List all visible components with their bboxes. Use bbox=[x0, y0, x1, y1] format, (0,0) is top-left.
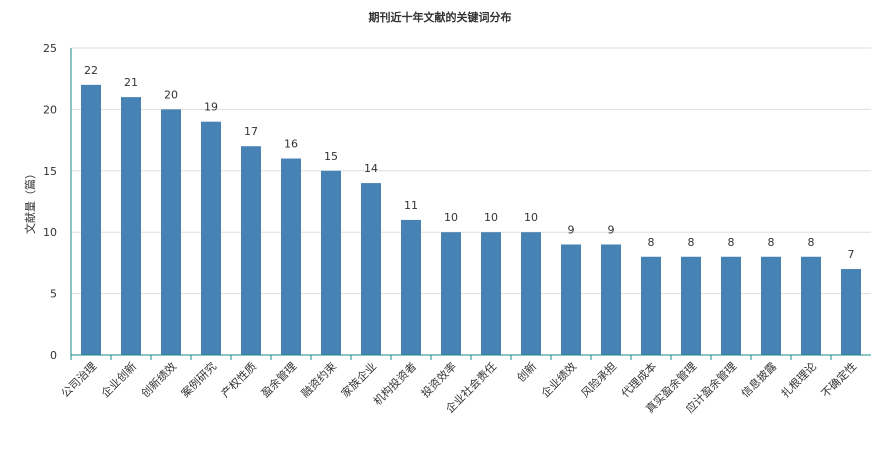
bar[interactable] bbox=[441, 232, 461, 355]
data-label: 8 bbox=[648, 236, 655, 249]
data-label: 11 bbox=[404, 199, 418, 212]
bar[interactable] bbox=[801, 256, 821, 355]
y-tick-label: 20 bbox=[43, 103, 57, 116]
x-tick-label: 风险承担 bbox=[578, 359, 619, 400]
bar[interactable] bbox=[561, 244, 581, 355]
bar[interactable] bbox=[81, 84, 101, 355]
x-tick-label: 盈余管理 bbox=[258, 359, 299, 400]
y-tick-label: 15 bbox=[43, 165, 57, 178]
data-label: 8 bbox=[768, 236, 775, 249]
x-tick-label: 公司治理 bbox=[58, 359, 99, 400]
x-tick-label: 代理成本 bbox=[618, 359, 659, 400]
x-tick-label: 企业绩效 bbox=[538, 359, 579, 400]
bar[interactable] bbox=[161, 109, 181, 356]
x-tick-label: 企业创新 bbox=[98, 359, 139, 400]
x-tick-label: 产权性质 bbox=[218, 359, 259, 400]
data-label: 16 bbox=[284, 138, 298, 151]
x-tick-label: 机构投资者 bbox=[370, 359, 419, 408]
data-label: 9 bbox=[568, 223, 575, 236]
x-tick-label: 家族企业 bbox=[338, 359, 379, 400]
data-label: 20 bbox=[164, 88, 178, 101]
bar[interactable] bbox=[401, 219, 421, 355]
bar[interactable] bbox=[761, 256, 781, 355]
data-label: 9 bbox=[608, 223, 615, 236]
y-tick-label: 10 bbox=[43, 226, 57, 239]
chart-title: 期刊近十年文献的关键词分布 bbox=[369, 10, 512, 24]
data-label: 15 bbox=[324, 150, 338, 163]
bar[interactable] bbox=[681, 256, 701, 355]
bar[interactable] bbox=[241, 146, 261, 355]
bar[interactable] bbox=[361, 183, 381, 355]
bar[interactable] bbox=[481, 232, 501, 355]
x-tick-label: 融资约束 bbox=[299, 360, 339, 400]
data-label: 10 bbox=[524, 211, 538, 224]
data-label: 8 bbox=[728, 236, 735, 249]
bar[interactable] bbox=[641, 256, 661, 355]
bar[interactable] bbox=[121, 97, 141, 356]
x-tick-label: 不确定性 bbox=[818, 359, 859, 400]
bar[interactable] bbox=[841, 269, 861, 355]
bar[interactable] bbox=[721, 256, 741, 355]
y-tick-label: 5 bbox=[50, 288, 57, 301]
x-tick-label: 创新 bbox=[514, 359, 539, 384]
data-label: 19 bbox=[204, 101, 218, 114]
y-axis-label: 文献量（篇） bbox=[23, 168, 37, 234]
bar[interactable] bbox=[521, 232, 541, 355]
bar[interactable] bbox=[281, 158, 301, 355]
gridlines bbox=[71, 47, 871, 295]
x-tick-label: 案例研究 bbox=[178, 359, 219, 400]
data-label: 10 bbox=[484, 211, 498, 224]
data-label: 22 bbox=[84, 64, 98, 77]
x-tick-label: 投资效率 bbox=[418, 359, 459, 400]
bar[interactable] bbox=[321, 170, 341, 355]
data-label: 7 bbox=[848, 248, 855, 261]
bar[interactable] bbox=[201, 121, 221, 356]
x-tick-label: 扎根理论 bbox=[778, 359, 819, 400]
data-label: 8 bbox=[808, 236, 815, 249]
x-tick-label: 信息披露 bbox=[738, 359, 779, 400]
axes bbox=[70, 48, 871, 360]
bar[interactable] bbox=[601, 244, 621, 355]
x-tick-label: 创新绩效 bbox=[138, 359, 179, 400]
data-label: 17 bbox=[244, 125, 258, 138]
bars bbox=[81, 84, 861, 356]
data-label: 21 bbox=[124, 76, 138, 89]
y-tick-label: 0 bbox=[50, 349, 57, 362]
data-label: 8 bbox=[688, 236, 695, 249]
y-tick-label: 25 bbox=[43, 42, 57, 55]
data-label: 10 bbox=[444, 211, 458, 224]
data-label: 14 bbox=[364, 162, 378, 175]
